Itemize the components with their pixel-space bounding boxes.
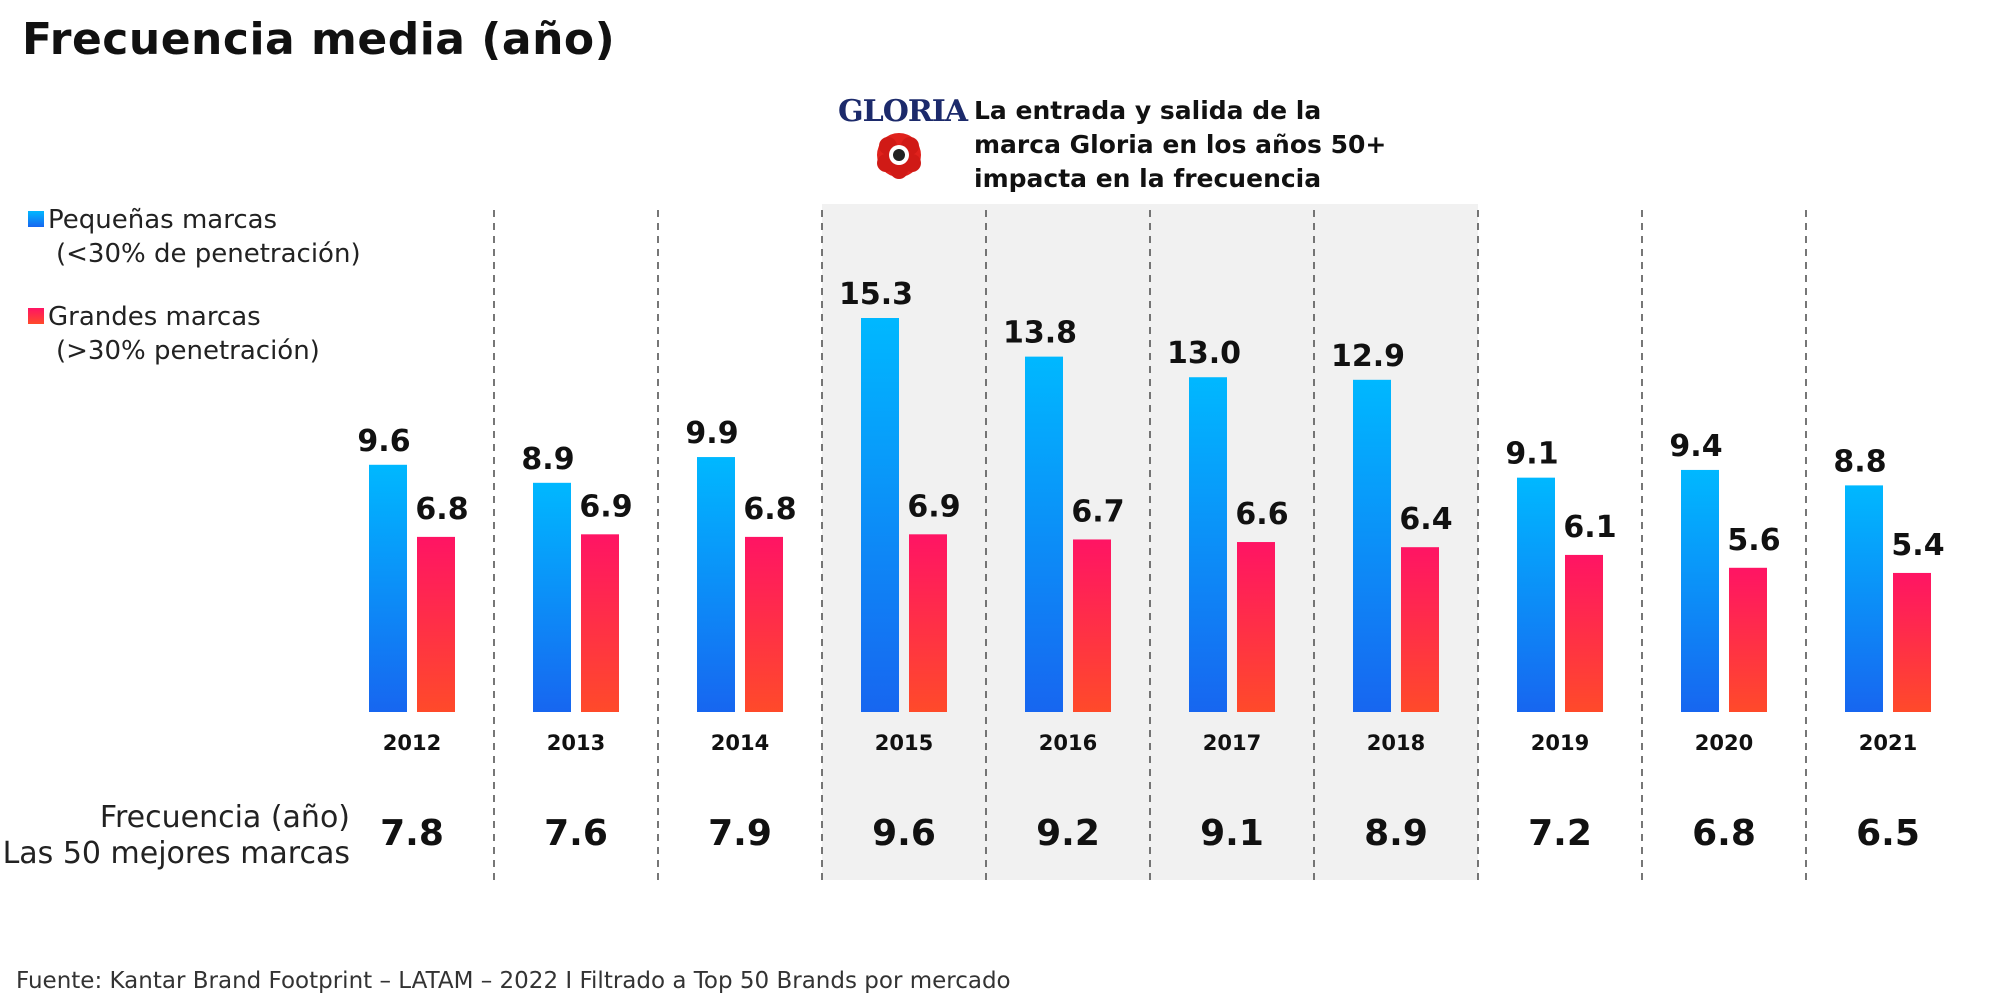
data-label-large-2021: 5.4 [1891, 528, 1944, 563]
bar-small-2017 [1189, 377, 1227, 712]
data-label-small-2018: 12.9 [1331, 339, 1405, 374]
data-label-large-2018: 6.4 [1399, 502, 1452, 537]
x-tick-2020: 2020 [1695, 731, 1753, 755]
bar-large-2020 [1729, 567, 1767, 712]
bar-small-2019 [1517, 477, 1555, 712]
annotation-text: La entrada y salida de la marca Gloria e… [974, 96, 1387, 193]
top50-frequency-2016: 9.2 [1036, 813, 1100, 854]
top50-frequency-2018: 8.9 [1364, 813, 1428, 854]
bar-large-2015 [909, 534, 947, 712]
top50-frequency-2015: 9.6 [872, 813, 936, 854]
bar-large-2018 [1401, 547, 1439, 712]
data-label-small-2020: 9.4 [1669, 429, 1722, 464]
top50-row-label-line2: Las 50 mejores marcas [2, 836, 350, 871]
x-tick-2012: 2012 [383, 731, 441, 755]
data-label-large-2015: 6.9 [907, 489, 960, 524]
data-label-small-2012: 9.6 [357, 424, 410, 459]
top50-row-label-line1: Frecuencia (año) [99, 800, 350, 835]
legend-label-large: Grandes marcas [48, 302, 261, 332]
x-tick-2016: 2016 [1039, 731, 1097, 755]
legend-item-small-brands: Pequeñas marcas (<30% de penetración) [28, 203, 361, 271]
bar-large-2017 [1237, 542, 1275, 712]
data-label-large-2017: 6.6 [1235, 497, 1288, 532]
x-tick-2015: 2015 [875, 731, 933, 755]
source-note: Fuente: Kantar Brand Footprint – LATAM –… [16, 968, 1011, 994]
bar-large-2014 [745, 536, 783, 712]
data-label-small-2019: 9.1 [1505, 437, 1558, 472]
top50-frequency-2020: 6.8 [1692, 813, 1756, 854]
data-label-large-2019: 6.1 [1563, 510, 1616, 545]
bar-large-2019 [1565, 554, 1603, 712]
bar-large-2013 [581, 534, 619, 712]
chart-title: Frecuencia media (año) [22, 14, 616, 65]
x-tick-2021: 2021 [1859, 731, 1917, 755]
legend-label-small: Pequeñas marcas [48, 205, 278, 235]
data-label-large-2014: 6.8 [743, 492, 796, 527]
data-label-small-2013: 8.9 [521, 442, 574, 477]
data-label-large-2020: 5.6 [1727, 523, 1780, 558]
data-label-large-2016: 6.7 [1071, 494, 1124, 529]
top50-frequency-2012: 7.8 [380, 813, 444, 854]
data-label-small-2021: 8.8 [1833, 444, 1886, 479]
bar-small-2015 [861, 318, 899, 712]
bar-large-2012 [417, 536, 455, 712]
bar-small-2012 [369, 464, 407, 712]
bar-large-2021 [1893, 572, 1931, 712]
gloria-flower-icon [877, 133, 921, 179]
gloria-annotation: GLORIA La entrada y salida de la marca G… [838, 94, 1414, 196]
legend-item-large-brands: Grandes marcas (>30% penetración) [28, 300, 320, 368]
x-tick-2014: 2014 [711, 731, 769, 755]
top50-frequency-2014: 7.9 [708, 813, 772, 854]
bar-small-2018 [1353, 379, 1391, 712]
gloria-logo: GLORIA [838, 94, 968, 179]
bar-small-2013 [533, 482, 571, 712]
bar-small-2020 [1681, 469, 1719, 712]
data-label-large-2012: 6.8 [415, 492, 468, 527]
data-label-small-2014: 9.9 [685, 416, 738, 451]
bar-small-2021 [1845, 485, 1883, 712]
top50-row-label: Frecuencia (año) Las 50 mejores marcas [3, 800, 350, 872]
top50-frequency-2019: 7.2 [1528, 813, 1592, 854]
legend-swatch-large [28, 308, 44, 324]
legend-swatch-small [28, 211, 44, 227]
legend-sublabel-small: (<30% de penetración) [56, 239, 361, 269]
bar-small-2016 [1025, 356, 1063, 712]
bar-large-2016 [1073, 539, 1111, 712]
x-tick-2017: 2017 [1203, 731, 1261, 755]
x-tick-2019: 2019 [1531, 731, 1589, 755]
top50-frequency-2013: 7.6 [544, 813, 608, 854]
x-tick-2018: 2018 [1367, 731, 1425, 755]
data-label-small-2015: 15.3 [839, 277, 913, 312]
x-tick-2013: 2013 [547, 731, 605, 755]
top50-frequency-2021: 6.5 [1856, 813, 1920, 854]
bar-small-2014 [697, 457, 735, 712]
gloria-logo-text: GLORIA [838, 94, 968, 129]
legend-sublabel-large: (>30% penetración) [56, 336, 320, 366]
data-label-small-2017: 13.0 [1167, 336, 1241, 371]
data-label-small-2016: 13.8 [1003, 316, 1077, 351]
data-label-large-2013: 6.9 [579, 489, 632, 524]
top50-frequency-2017: 9.1 [1200, 813, 1264, 854]
